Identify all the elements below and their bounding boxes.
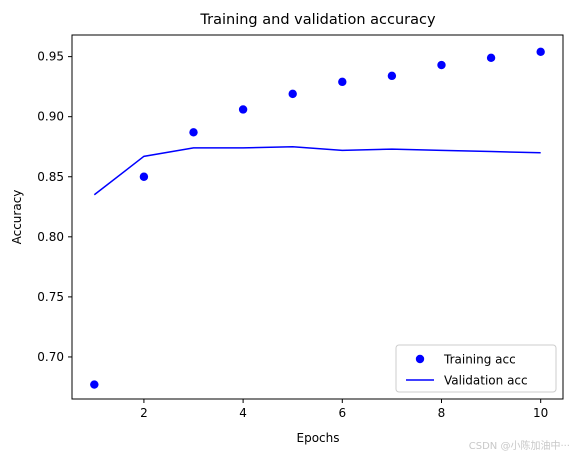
axis-ticks: 2 4 6 8 10 0.70 0.75 0.80 0.85 0.90 0.95: [37, 50, 548, 420]
training-acc-point: [139, 172, 149, 181]
chart-title: Training and validation accuracy: [199, 12, 436, 28]
x-tick-label: 2: [140, 406, 148, 420]
legend-label: Training acc: [443, 353, 516, 367]
training-acc-point: [387, 71, 397, 81]
y-tick-label: 0.85: [37, 170, 64, 184]
plot-frame: [71, 34, 564, 400]
x-tick-label: 4: [239, 406, 247, 420]
training-acc-point: [486, 53, 496, 63]
x-axis-label: Epochs: [297, 431, 340, 445]
y-tick-label: 0.75: [37, 290, 64, 304]
training-acc-point: [288, 89, 297, 99]
y-tick-label: 0.95: [37, 50, 64, 64]
x-tick-label: 6: [338, 406, 346, 420]
validation-acc-line: [93, 145, 541, 196]
y-tick-label: 0.90: [37, 110, 64, 124]
y-tick-label: 0.80: [37, 230, 64, 244]
legend-box: [395, 344, 557, 393]
legend-label: Validation acc: [444, 374, 528, 388]
training-acc-point: [238, 105, 248, 114]
legend: Training acc Validation acc: [395, 344, 557, 393]
x-tick-label: 10: [533, 406, 548, 420]
y-axis-label: Accuracy: [10, 190, 24, 245]
y-tick-label: 0.70: [37, 350, 64, 364]
training-acc-point: [536, 47, 545, 57]
training-acc-point: [90, 380, 99, 389]
x-tick-label: 8: [438, 406, 446, 420]
training-acc-point: [437, 60, 446, 70]
legend-marker-swatch: [415, 354, 425, 364]
training-acc-point: [338, 77, 347, 87]
plot-marks: [90, 47, 545, 389]
training-acc-point: [189, 128, 198, 137]
watermark-text: CSDN @小陈加油中···: [468, 441, 570, 452]
